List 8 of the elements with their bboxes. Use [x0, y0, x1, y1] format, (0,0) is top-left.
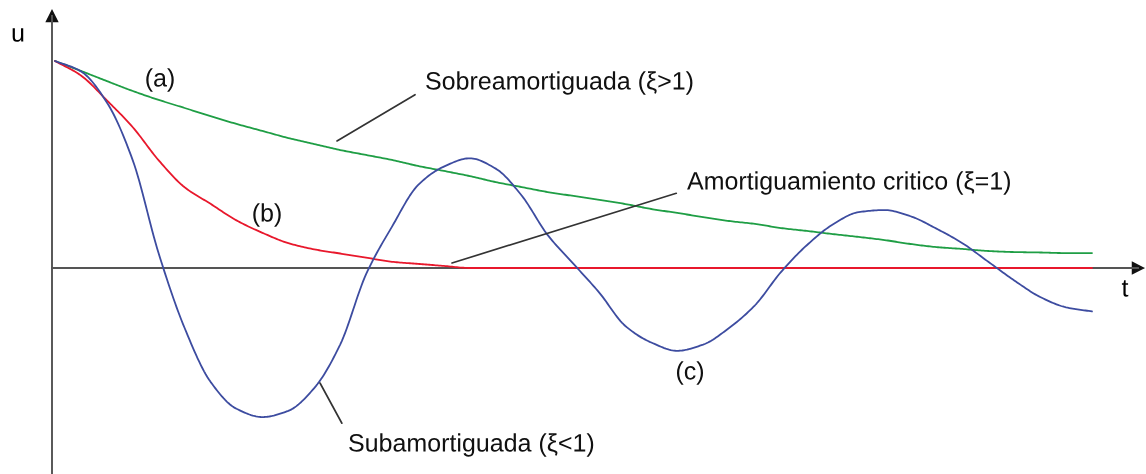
annotation: Sobreamortiguada (ξ>1) [426, 71, 693, 95]
annotation: Amortiguamiento critico (ξ=1) [687, 171, 1010, 195]
y-axis-title: u [12, 28, 24, 42]
annotation: (c) [676, 361, 704, 385]
x-axis-title: t [1121, 280, 1129, 297]
annotation: (a) [146, 68, 174, 92]
text: Subamortiguada (ξ<1) [349, 433, 594, 457]
annotation: (b) [253, 203, 281, 227]
